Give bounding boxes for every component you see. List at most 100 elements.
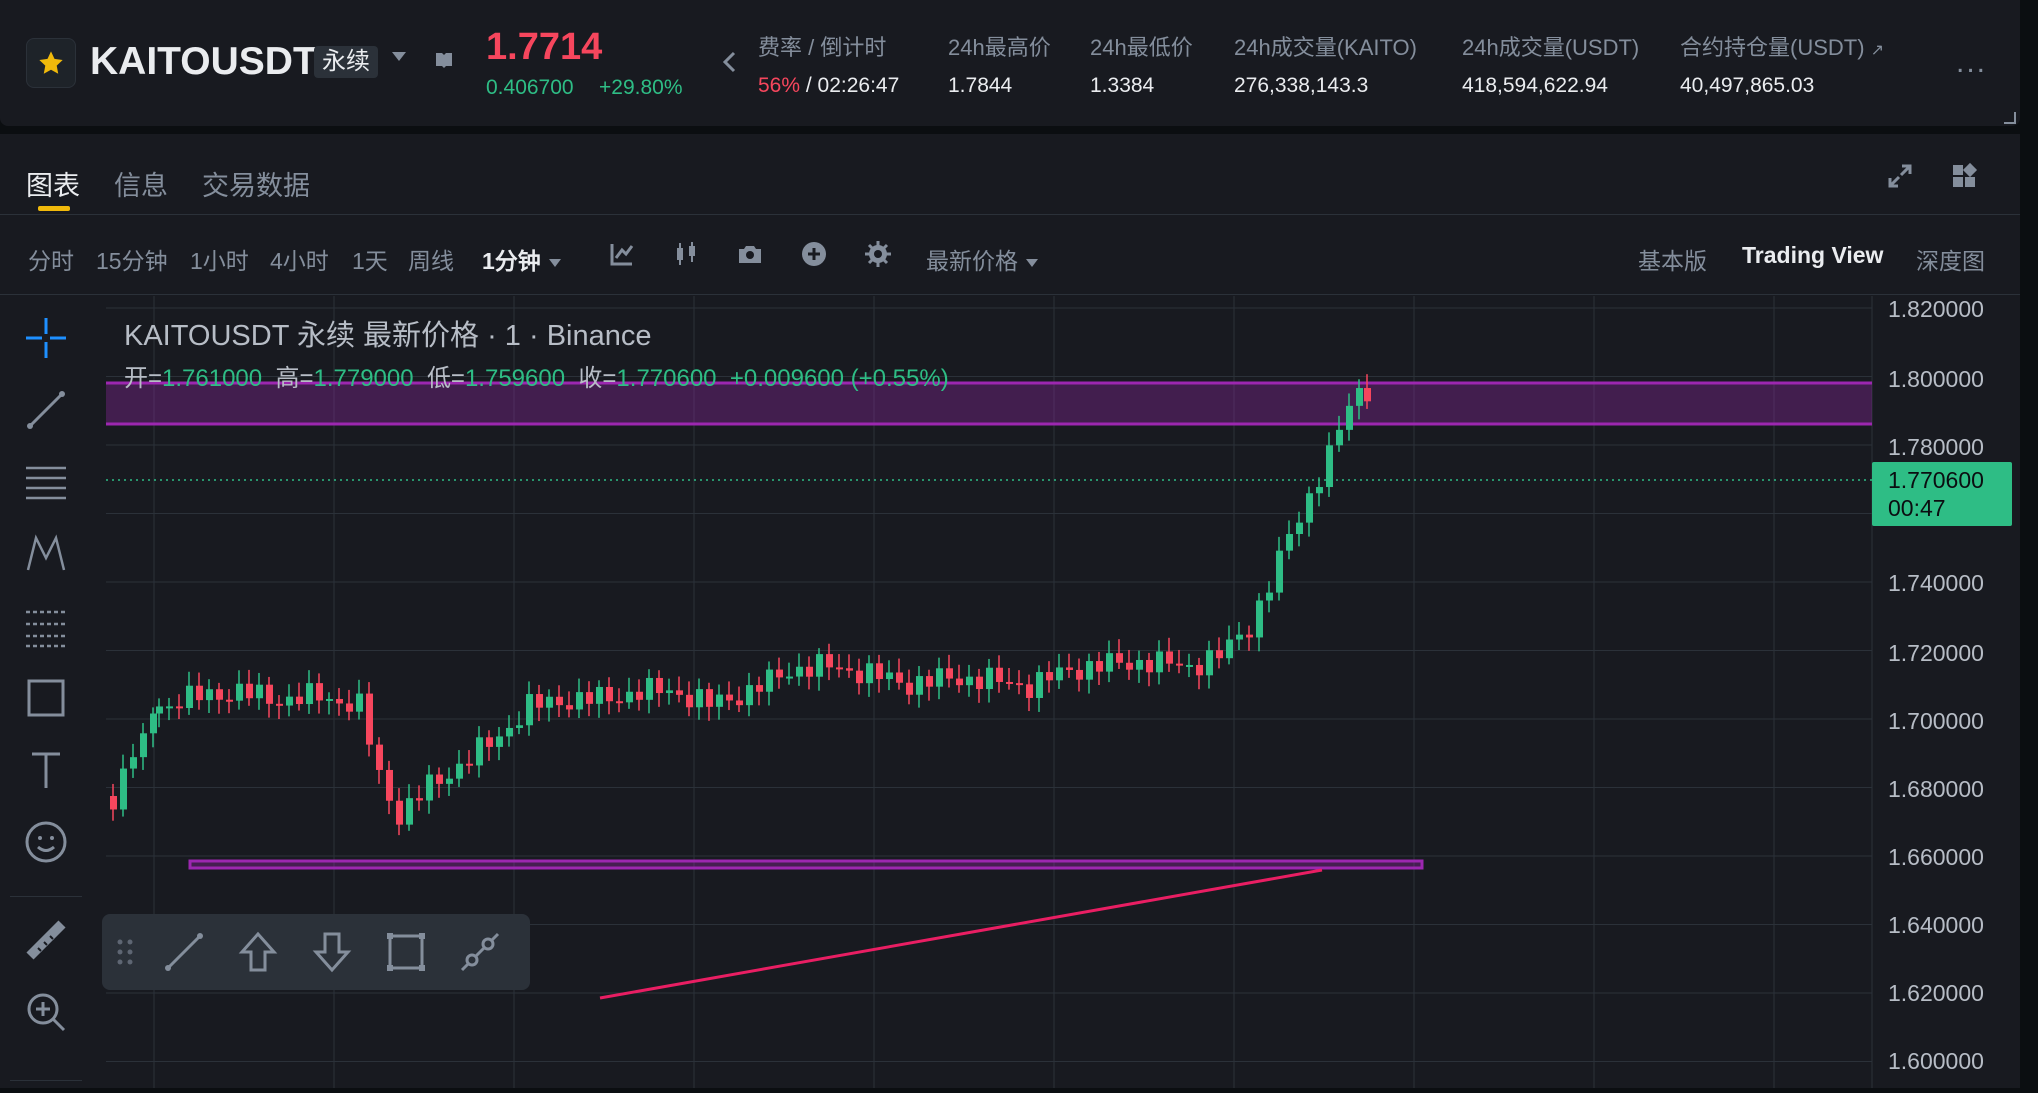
view-depth[interactable]: 深度图 (1916, 248, 1985, 274)
ray-tool-icon[interactable] (456, 928, 504, 976)
candle-body (756, 685, 763, 692)
horizontal-lines-icon[interactable] (20, 456, 72, 508)
pattern-icon[interactable] (20, 528, 72, 580)
interval-1d[interactable]: 1天 (352, 248, 388, 274)
book-icon[interactable] (434, 50, 454, 70)
candle-body (1176, 663, 1183, 666)
price-type-select[interactable]: 最新价格 (926, 242, 1038, 276)
line-tool-icon[interactable] (160, 928, 208, 976)
candle-body (566, 705, 573, 710)
candle-body (226, 699, 233, 702)
camera-icon[interactable] (736, 240, 764, 268)
current-price-value: 1.770600 (1888, 467, 1984, 493)
arrow-up-icon[interactable] (234, 928, 282, 976)
symbol-name[interactable]: KAITOUSDT (90, 40, 317, 83)
candlestick-icon[interactable] (672, 240, 700, 268)
more-button[interactable]: ... (1956, 46, 1988, 79)
ruler-icon[interactable] (20, 914, 72, 966)
candle-body (1016, 683, 1023, 686)
candle-body (696, 689, 703, 708)
candle-body (1046, 672, 1053, 681)
tab-trading-data[interactable]: 交易数据 (202, 171, 310, 201)
view-tradingview[interactable]: Trading View (1742, 242, 1884, 268)
gear-icon[interactable] (864, 240, 892, 268)
tab-info[interactable]: 信息 (114, 171, 168, 201)
candle-countdown: 00:47 (1888, 495, 1946, 521)
candle-body (686, 694, 693, 708)
star-icon (39, 51, 63, 74)
view-basic[interactable]: 基本版 (1638, 248, 1707, 274)
candle-body (150, 713, 157, 734)
candle-body (186, 685, 193, 709)
candle-body (1136, 659, 1143, 670)
caret-down-icon (548, 258, 561, 267)
interval-time[interactable]: 分时 (28, 248, 74, 274)
candle-body (1166, 651, 1173, 664)
candle-body (626, 691, 633, 703)
tab-chart[interactable]: 图表 (26, 171, 80, 201)
candle-body (1216, 650, 1223, 659)
candle-body (866, 663, 873, 684)
trend-line-icon[interactable] (20, 384, 72, 436)
layout-icon[interactable] (1950, 162, 1978, 190)
interval-15m[interactable]: 15分钟 (96, 248, 168, 274)
candle-body (1246, 634, 1253, 638)
chevron-left-icon[interactable] (720, 50, 740, 74)
interval-4h[interactable]: 4小时 (270, 248, 329, 274)
fib-retracement-icon[interactable] (20, 600, 72, 652)
candle-body (636, 691, 643, 700)
arrow-down-icon[interactable] (308, 928, 356, 976)
add-icon[interactable] (800, 240, 828, 268)
favorite-button[interactable] (26, 38, 76, 88)
candle-body (876, 663, 883, 680)
candle-body (176, 706, 183, 709)
candle-body (536, 694, 543, 708)
candle-body (156, 706, 163, 714)
mark-price: 0.406700 (486, 76, 574, 99)
candle-body (1156, 651, 1163, 673)
indicator-icon[interactable] (608, 240, 636, 268)
candle-body (616, 701, 623, 704)
candle-body (1116, 653, 1123, 663)
candle-body (1326, 445, 1333, 488)
rectangle-tool-icon[interactable] (382, 928, 430, 976)
tab-divider (0, 214, 2020, 215)
candle-body (1236, 634, 1243, 640)
resize-handle-icon[interactable] (2004, 112, 2016, 124)
candle-body (456, 763, 463, 779)
candle-body (396, 800, 403, 825)
interval-1h[interactable]: 1小时 (190, 248, 249, 274)
open-interest-value: 40,497,865.03 (1680, 74, 1815, 97)
candle-body (1126, 662, 1133, 670)
drawing-toolbar (0, 296, 92, 1088)
expand-icon[interactable] (1886, 162, 1914, 190)
candle-body (476, 737, 483, 766)
open-interest-label[interactable]: 合约持仓量(USDT) ↗ (1680, 35, 1885, 60)
resistance-zone[interactable] (106, 381, 1872, 426)
volume-quote-label: 24h成交量(USDT) (1462, 35, 1640, 60)
zoom-in-icon[interactable] (20, 986, 72, 1038)
crosshair-icon[interactable] (20, 312, 72, 364)
candle-body (716, 694, 723, 707)
candle-body (936, 668, 943, 687)
caret-down-icon (1026, 258, 1038, 267)
support-zone[interactable] (188, 859, 1424, 870)
volume-base-value: 276,338,143.3 (1234, 74, 1369, 97)
text-icon[interactable] (20, 744, 72, 796)
candle-body (436, 774, 443, 784)
candle-body (646, 677, 653, 700)
candle-body (786, 676, 793, 679)
interval-week[interactable]: 周线 (408, 248, 454, 274)
ticker-header: KAITOUSDT 永续 1.7714 0.406700 +29.80% 费率 … (0, 0, 2020, 126)
candle-body (976, 676, 983, 690)
candlestick-chart[interactable] (106, 296, 2020, 1088)
drag-handle-icon[interactable] (114, 934, 136, 970)
low-24h-label: 24h最低价 (1090, 35, 1193, 60)
trend-line[interactable] (599, 868, 1323, 1000)
symbol-dropdown-icon[interactable] (392, 52, 406, 61)
candle-body (366, 693, 373, 745)
rectangle-icon[interactable] (20, 672, 72, 724)
interval-selected[interactable]: 1分钟 (482, 242, 561, 276)
candle-body (110, 796, 117, 810)
emoji-icon[interactable] (20, 816, 72, 868)
